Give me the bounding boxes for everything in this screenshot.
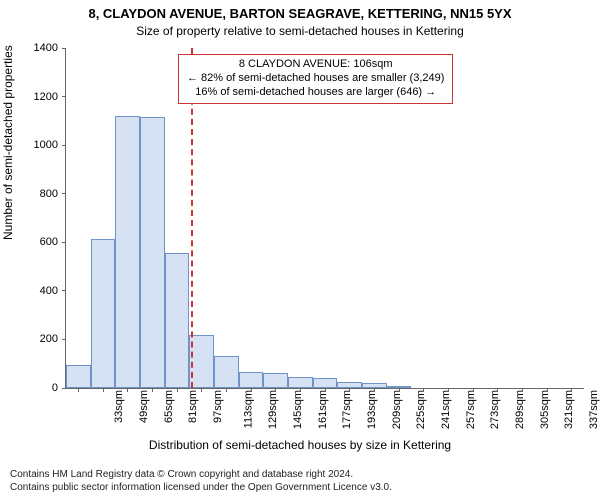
histogram-bar: [66, 365, 91, 388]
histogram-plot-area: 020040060080010001200140033sqm49sqm65sqm…: [65, 48, 584, 389]
y-axis-label: Number of semi-detached properties: [1, 45, 15, 240]
x-tick-label: 241sqm: [440, 390, 452, 429]
x-tick-mark: [103, 388, 104, 392]
histogram-bar: [189, 335, 214, 388]
histogram-bar: [263, 373, 288, 388]
y-tick-label: 200: [23, 333, 66, 345]
x-tick-mark: [374, 388, 375, 392]
x-tick-mark: [349, 388, 350, 392]
x-tick-label: 257sqm: [465, 390, 477, 429]
histogram-bar: [214, 356, 239, 388]
x-tick-mark: [78, 388, 79, 392]
histogram-bar: [140, 117, 165, 388]
x-tick-label: 273sqm: [489, 390, 501, 429]
x-tick-label: 113sqm: [242, 390, 254, 428]
x-tick-label: 193sqm: [366, 390, 378, 429]
info-box-line1: 8 CLAYDON AVENUE: 106sqm: [187, 58, 444, 72]
x-tick-label: 321sqm: [563, 390, 575, 429]
x-tick-mark: [127, 388, 128, 392]
x-tick-mark: [448, 388, 449, 392]
histogram-bar: [313, 378, 338, 388]
info-box: 8 CLAYDON AVENUE: 106sqm← 82% of semi-de…: [178, 54, 453, 104]
x-tick-mark: [423, 388, 424, 392]
x-tick-mark: [201, 388, 202, 392]
x-tick-mark: [325, 388, 326, 392]
y-tick-label: 1200: [23, 91, 66, 103]
histogram-bar: [288, 377, 313, 388]
footer-attribution: Contains HM Land Registry data © Crown c…: [10, 469, 590, 494]
x-tick-mark: [275, 388, 276, 392]
x-tick-mark: [522, 388, 523, 392]
x-tick-label: 65sqm: [163, 390, 175, 423]
x-tick-mark: [473, 388, 474, 392]
x-tick-mark: [300, 388, 301, 392]
x-tick-label: 49sqm: [138, 390, 150, 423]
chart-title-address: 8, CLAYDON AVENUE, BARTON SEAGRAVE, KETT…: [0, 6, 600, 21]
x-tick-mark: [251, 388, 252, 392]
x-tick-label: 177sqm: [341, 390, 353, 429]
y-tick-label: 1000: [23, 139, 66, 151]
histogram-bar: [165, 253, 190, 388]
histogram-bar: [239, 372, 264, 388]
x-tick-mark: [497, 388, 498, 392]
x-tick-mark: [571, 388, 572, 392]
y-tick-label: 800: [23, 188, 66, 200]
histogram-bar: [115, 116, 140, 388]
y-tick-label: 0: [23, 382, 66, 394]
x-tick-label: 33sqm: [113, 390, 125, 423]
x-tick-label: 337sqm: [588, 390, 600, 429]
x-tick-label: 81sqm: [187, 390, 199, 423]
x-tick-label: 97sqm: [212, 390, 224, 423]
x-tick-label: 225sqm: [415, 390, 427, 429]
x-tick-mark: [152, 388, 153, 392]
x-tick-label: 129sqm: [267, 390, 279, 429]
y-tick-label: 600: [23, 236, 66, 248]
x-tick-label: 209sqm: [391, 390, 403, 429]
y-tick-label: 1400: [23, 42, 66, 54]
info-box-line3: 16% of semi-detached houses are larger (…: [187, 86, 444, 100]
histogram-bar: [91, 239, 116, 388]
info-box-line2: ← 82% of semi-detached houses are smalle…: [187, 72, 444, 86]
footer-line1: Contains HM Land Registry data © Crown c…: [10, 469, 590, 482]
chart-title-subtitle: Size of property relative to semi-detach…: [0, 24, 600, 38]
x-tick-mark: [547, 388, 548, 392]
y-tick-label: 400: [23, 285, 66, 297]
x-tick-label: 161sqm: [317, 390, 329, 429]
x-tick-label: 289sqm: [514, 390, 526, 429]
x-tick-mark: [399, 388, 400, 392]
x-tick-label: 145sqm: [292, 390, 304, 429]
x-tick-label: 305sqm: [539, 390, 551, 429]
x-tick-mark: [177, 388, 178, 392]
x-axis-label: Distribution of semi-detached houses by …: [0, 438, 600, 452]
x-tick-mark: [226, 388, 227, 392]
footer-line2: Contains public sector information licen…: [10, 482, 590, 495]
